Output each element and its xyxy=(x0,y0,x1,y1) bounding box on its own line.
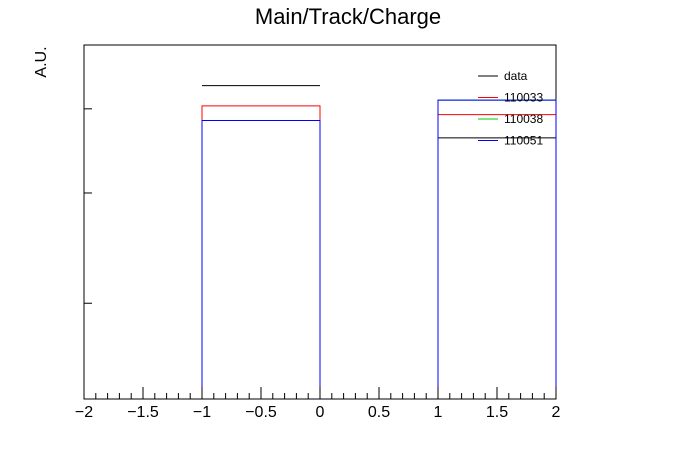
bar-110051-0 xyxy=(201,119,321,399)
legend-label-110033: 110033 xyxy=(504,91,543,105)
x-tick-label: 1 xyxy=(434,404,443,421)
x-tick-label: 0.5 xyxy=(368,404,390,421)
x-tick-label: −1.5 xyxy=(127,404,159,421)
bar-110033-1 xyxy=(437,114,557,399)
series-layer xyxy=(201,85,557,399)
x-tick-label: −0.5 xyxy=(245,404,277,421)
x-tick-label: 2 xyxy=(552,404,561,421)
y-axis-label: A.U. xyxy=(33,46,50,77)
bar-110033-0 xyxy=(201,105,321,399)
chart-title: Main/Track/Charge xyxy=(255,4,441,29)
legend-label-data: data xyxy=(504,69,528,83)
legend-label-110051: 110051 xyxy=(504,134,543,148)
x-tick-label: −2 xyxy=(75,404,93,421)
legend: data 110033 110038 110051 xyxy=(478,69,543,148)
y-axis xyxy=(84,108,92,304)
legend-label-110038: 110038 xyxy=(504,112,543,126)
x-tick-label: −1 xyxy=(193,404,211,421)
bar-110038-0 xyxy=(201,119,321,399)
x-tick-label: 0 xyxy=(316,404,325,421)
bar-110051-1 xyxy=(437,99,557,399)
x-tick-label: 1.5 xyxy=(486,404,508,421)
x-axis: −2 −1.5 −1 −0.5 0 0.5 1 1.5 2 xyxy=(75,387,561,421)
